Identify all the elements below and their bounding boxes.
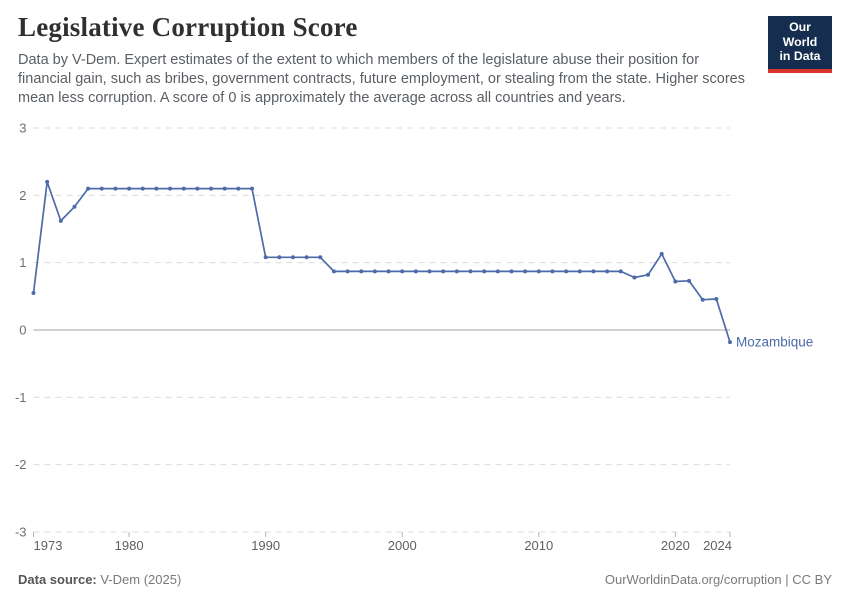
data-point-2005[interactable] bbox=[468, 269, 473, 274]
data-point-2010[interactable] bbox=[536, 269, 541, 274]
data-point-2007[interactable] bbox=[495, 269, 500, 274]
chart-subtitle: Data by V-Dem. Expert estimates of the e… bbox=[18, 52, 745, 106]
y-tick-label-3: 3 bbox=[19, 121, 26, 136]
data-point-1985[interactable] bbox=[195, 186, 200, 191]
data-point-1979[interactable] bbox=[113, 186, 118, 191]
data-point-2022[interactable] bbox=[700, 297, 705, 302]
data-point-1987[interactable] bbox=[222, 186, 227, 191]
data-point-2024[interactable] bbox=[728, 340, 732, 345]
data-point-1998[interactable] bbox=[372, 269, 377, 274]
data-source-value: V-Dem (2025) bbox=[100, 572, 182, 587]
data-point-2020[interactable] bbox=[673, 279, 678, 284]
data-point-2012[interactable] bbox=[564, 269, 569, 274]
data-point-2015[interactable] bbox=[605, 269, 610, 274]
data-point-2013[interactable] bbox=[577, 269, 582, 274]
data-point-2009[interactable] bbox=[523, 269, 528, 274]
data-point-2000[interactable] bbox=[400, 269, 405, 274]
owid-logo-text: Our World in Data bbox=[768, 16, 832, 69]
data-point-1997[interactable] bbox=[359, 269, 364, 274]
data-point-2001[interactable] bbox=[413, 269, 418, 274]
data-point-1996[interactable] bbox=[345, 269, 350, 274]
data-point-1988[interactable] bbox=[236, 186, 241, 191]
data-point-2017[interactable] bbox=[632, 275, 637, 280]
y-tick-label-0: 0 bbox=[19, 323, 26, 338]
owid-logo-line1: Our World bbox=[782, 20, 818, 49]
data-source: Data source: V-Dem (2025) bbox=[18, 572, 181, 587]
data-point-1994[interactable] bbox=[318, 255, 323, 260]
data-point-2019[interactable] bbox=[659, 251, 664, 256]
data-point-2011[interactable] bbox=[550, 269, 555, 274]
x-tick-label-1973: 1973 bbox=[34, 538, 63, 553]
data-point-1999[interactable] bbox=[386, 269, 391, 274]
owid-logo[interactable]: Our World in Data bbox=[768, 16, 832, 73]
data-point-2008[interactable] bbox=[509, 269, 514, 274]
x-tick-label-2020: 2020 bbox=[661, 538, 690, 553]
owid-logo-line2: in Data bbox=[779, 49, 821, 63]
y-tick-label-1: 1 bbox=[19, 255, 26, 270]
data-point-1995[interactable] bbox=[331, 269, 336, 274]
y-tick-label-2: 2 bbox=[19, 188, 26, 203]
owid-logo-red-bar bbox=[768, 68, 832, 73]
data-point-1975[interactable] bbox=[58, 218, 63, 223]
x-tick-label-1990: 1990 bbox=[251, 538, 280, 553]
mozambique-line[interactable] bbox=[32, 181, 731, 343]
data-point-2023[interactable] bbox=[714, 297, 719, 302]
data-point-1977[interactable] bbox=[86, 186, 91, 191]
data-point-2018[interactable] bbox=[646, 272, 651, 277]
attribution-link[interactable]: OurWorldinData.org/corruption | CC BY bbox=[604, 572, 832, 587]
data-point-1973[interactable] bbox=[31, 290, 36, 295]
data-point-2021[interactable] bbox=[687, 278, 692, 283]
data-point-1980[interactable] bbox=[127, 186, 132, 191]
data-point-1993[interactable] bbox=[304, 255, 309, 260]
chart-footer: Data source: V-Dem (2025) OurWorldinData… bbox=[18, 572, 832, 587]
y-tick-label--3: -3 bbox=[15, 525, 27, 540]
y-tick-label--1: -1 bbox=[15, 390, 27, 405]
data-point-1983[interactable] bbox=[168, 186, 173, 191]
data-point-2004[interactable] bbox=[454, 269, 459, 274]
data-point-2003[interactable] bbox=[441, 269, 446, 274]
x-tick-label-2000: 2000 bbox=[388, 538, 417, 553]
data-point-1986[interactable] bbox=[209, 186, 214, 191]
data-point-1991[interactable] bbox=[277, 255, 282, 260]
data-point-2014[interactable] bbox=[591, 269, 596, 274]
data-point-1982[interactable] bbox=[154, 186, 159, 191]
data-point-2002[interactable] bbox=[427, 269, 432, 274]
x-tick-label-2024: 2024 bbox=[703, 538, 732, 553]
data-point-1992[interactable] bbox=[290, 255, 295, 260]
data-point-1976[interactable] bbox=[72, 204, 77, 209]
x-tick-label-1980: 1980 bbox=[115, 538, 144, 553]
data-point-1978[interactable] bbox=[99, 186, 104, 191]
data-point-1989[interactable] bbox=[250, 186, 255, 191]
y-tick-label--2: -2 bbox=[15, 457, 27, 472]
data-point-1984[interactable] bbox=[181, 186, 186, 191]
data-point-1974[interactable] bbox=[45, 179, 50, 184]
data-point-2006[interactable] bbox=[482, 269, 487, 274]
entity-label-mozambique[interactable]: Mozambique bbox=[736, 335, 813, 350]
data-point-1981[interactable] bbox=[140, 186, 145, 191]
data-point-1990[interactable] bbox=[263, 255, 268, 260]
data-point-2016[interactable] bbox=[618, 269, 623, 274]
page-title: Legislative Corruption Score bbox=[18, 12, 358, 42]
data-source-label: Data source: bbox=[18, 572, 97, 587]
x-tick-label-2010: 2010 bbox=[524, 538, 553, 553]
